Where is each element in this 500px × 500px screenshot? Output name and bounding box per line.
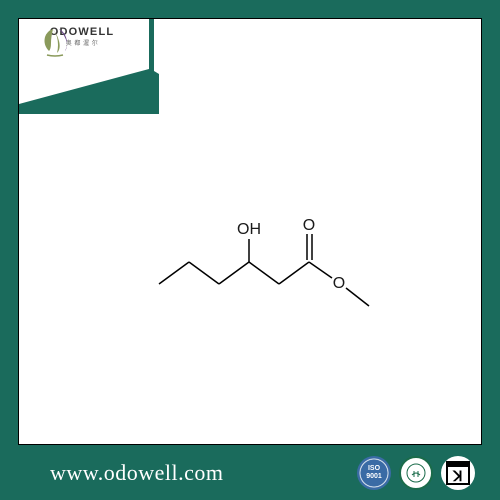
label-o-carbonyl: O: [303, 217, 315, 234]
chemical-structure: OH O O: [149, 184, 389, 314]
iso-badge: ISO 9001: [357, 456, 391, 490]
logo-icon: [37, 25, 77, 57]
kosher-badge: ꓘ: [441, 456, 475, 490]
logo-corner: ODOWELL 奥 都 渥 尔: [19, 19, 149, 104]
svg-text:ꓘ: ꓘ: [452, 470, 462, 485]
label-o-ether: O: [333, 275, 345, 292]
certification-badges: ISO 9001 ꓘ: [357, 456, 475, 490]
content-panel: ODOWELL 奥 都 渥 尔 OH O O: [18, 18, 482, 445]
website-url: www.odowell.com: [50, 460, 357, 486]
halal-badge: [399, 456, 433, 490]
label-oh: OH: [237, 221, 261, 238]
footer-bar: www.odowell.com ISO 9001 ꓘ: [0, 445, 500, 500]
